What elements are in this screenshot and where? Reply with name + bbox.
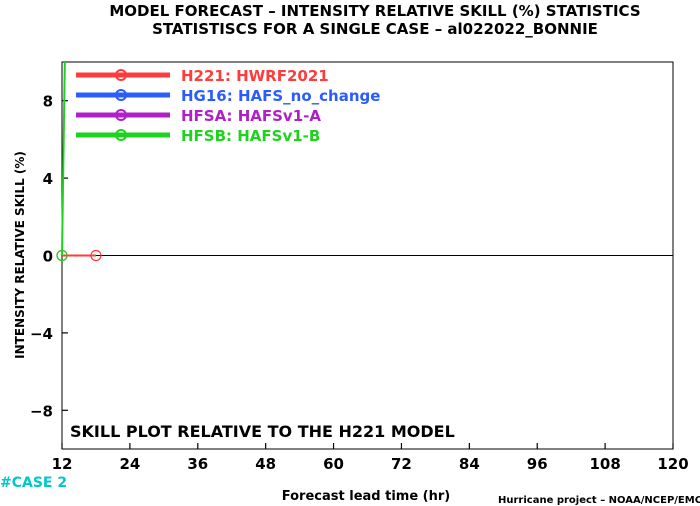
series-point [56, 249, 68, 262]
legend-label: HFSA: HAFSv1-A [181, 107, 321, 125]
series-point [90, 249, 102, 262]
footer-credit: Hurricane project – NOAA/NCEP/EMC [498, 495, 700, 506]
y-tick-label: −8 [30, 402, 53, 420]
legend-label: HFSB: HAFSv1-B [181, 127, 320, 145]
case-label: #CASE 2 [0, 475, 67, 491]
y-tick-label: 8 [43, 93, 53, 111]
x-tick-label: 36 [187, 455, 208, 473]
x-tick-label: 96 [527, 455, 548, 473]
x-tick-label: 48 [255, 455, 276, 473]
y-tick-label: −4 [30, 325, 53, 343]
x-tick-label: 108 [589, 455, 620, 473]
legend-swatch-marker [115, 129, 127, 141]
x-axis-label: Forecast lead time (hr) [282, 489, 450, 504]
legend-label: HG16: HAFS_no_change [181, 87, 380, 105]
legend-swatch-marker [115, 89, 127, 101]
legend-swatch-marker [115, 109, 127, 121]
x-tick-label: 24 [119, 455, 140, 473]
y-axis-label: INTENSITY RELATIVE SKILL (%) [13, 151, 27, 359]
y-tick-label: 0 [43, 248, 53, 266]
skill-annotation: SKILL PLOT RELATIVE TO THE H221 MODEL [70, 422, 455, 441]
y-tick-label: 4 [43, 170, 53, 188]
x-tick-label: 60 [323, 455, 344, 473]
chart-title-line1: MODEL FORECAST – INTENSITY RELATIVE SKIL… [109, 2, 640, 20]
legend-label: H221: HWRF2021 [181, 67, 329, 85]
x-tick-label: 84 [459, 455, 480, 473]
x-tick-label: 12 [52, 455, 73, 473]
x-tick-label: 72 [391, 455, 412, 473]
legend-swatch-marker [115, 69, 127, 81]
x-tick-label: 120 [657, 455, 688, 473]
chart-title-line2: STATISTISCS FOR A SINGLE CASE – al022022… [152, 20, 598, 38]
series-line-3 [61, 61, 66, 256]
